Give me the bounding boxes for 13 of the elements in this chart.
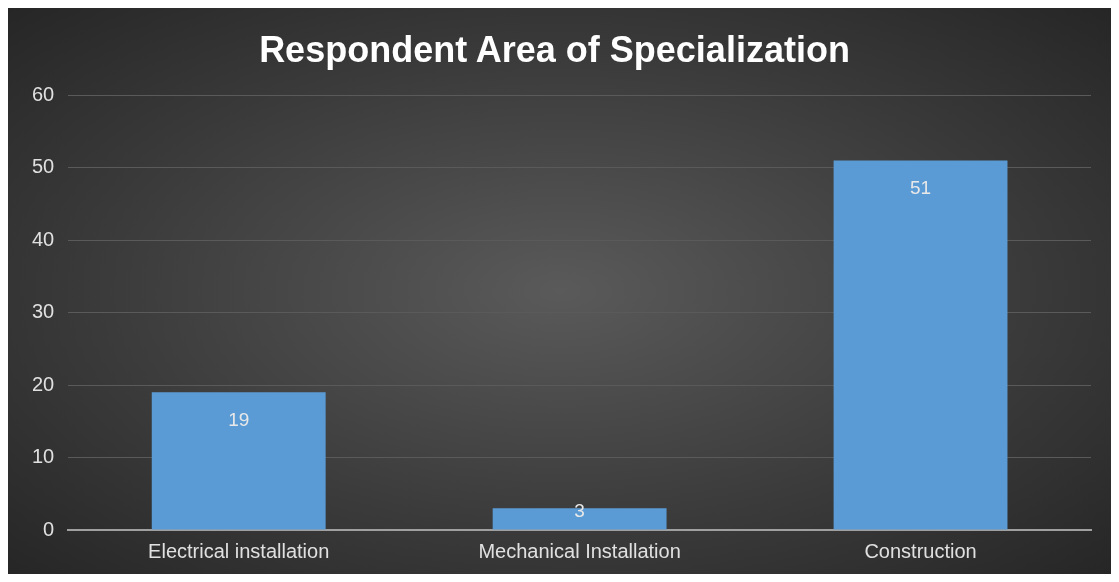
chart-title: Respondent Area of Specialization	[259, 28, 850, 70]
y-tick-label: 10	[32, 445, 55, 468]
x-tick-label: Electrical installation	[148, 539, 330, 562]
y-tick-label: 60	[32, 82, 55, 105]
data-label: 51	[909, 176, 932, 198]
data-label: 19	[228, 408, 250, 430]
y-tick-label: 30	[32, 300, 55, 323]
x-tick-label: Construction	[864, 539, 977, 562]
y-tick-label: 20	[32, 372, 55, 395]
y-tick-label: 50	[32, 155, 55, 178]
y-tick-label: 40	[32, 227, 55, 250]
y-tick-label: 0	[43, 517, 55, 540]
x-tick-label: Mechanical Installation	[478, 539, 681, 562]
